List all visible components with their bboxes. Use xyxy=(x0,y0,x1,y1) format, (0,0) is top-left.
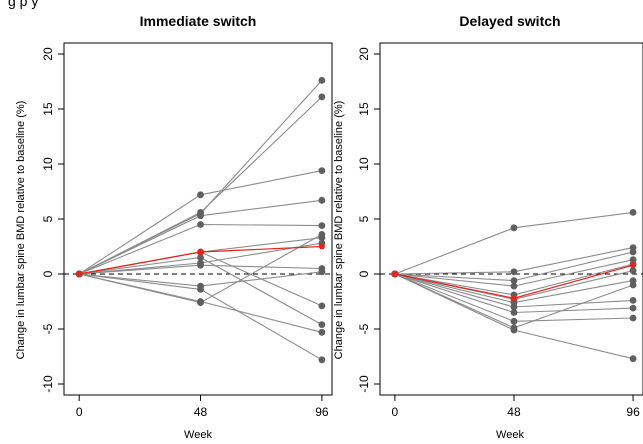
median-point-immediate xyxy=(318,243,325,250)
y-tick-label-immediate: 10 xyxy=(41,157,55,171)
series-point-delayed xyxy=(629,267,637,275)
median-point-immediate xyxy=(197,249,204,255)
series-point-delayed xyxy=(510,224,518,232)
series-point-immediate xyxy=(318,222,326,230)
series-point-immediate xyxy=(197,299,204,306)
series-point-immediate xyxy=(197,212,204,220)
series-line-immediate xyxy=(78,80,323,275)
y-tick-label-immediate: -10 xyxy=(41,375,55,393)
clipped-top-text: g p y xyxy=(8,0,38,9)
median-point-delayed xyxy=(630,262,637,269)
y-tick-label-delayed: 0 xyxy=(357,270,371,277)
series-point-delayed xyxy=(510,317,518,325)
series-point-delayed xyxy=(629,355,637,363)
series-point-delayed xyxy=(510,277,518,284)
y-tick-label-delayed: -5 xyxy=(357,323,371,334)
x-axis-label-immediate: Week xyxy=(184,429,212,441)
series-point-immediate xyxy=(197,286,204,293)
y-tick-label-immediate: 15 xyxy=(41,102,55,116)
median-point-delayed xyxy=(391,271,398,277)
panel-delayed-switch: Delayed switch Change in lumbar spine BM… xyxy=(333,13,643,441)
plot-frame-delayed xyxy=(379,42,643,396)
series-point-immediate xyxy=(318,268,326,276)
series-point-immediate xyxy=(197,254,204,261)
series-point-delayed xyxy=(510,282,518,290)
y-tick-label-delayed: 5 xyxy=(357,215,371,222)
series-point-delayed xyxy=(629,281,637,289)
series-point-immediate xyxy=(197,191,204,199)
series-point-delayed xyxy=(629,314,637,322)
series-point-immediate xyxy=(318,321,326,328)
series-point-immediate xyxy=(318,93,326,101)
series-line-immediate xyxy=(78,96,323,275)
x-tick-label-immediate: 96 xyxy=(315,405,329,419)
x-tick-label-delayed: 0 xyxy=(392,405,399,419)
series-point-delayed xyxy=(629,248,637,256)
y-tick-label-delayed: 10 xyxy=(357,157,371,171)
series-line-delayed xyxy=(394,211,634,275)
series-point-delayed xyxy=(510,268,518,276)
series-point-immediate xyxy=(318,231,326,238)
y-tick-label-immediate: 0 xyxy=(41,270,55,277)
series-point-delayed xyxy=(629,209,637,216)
y-tick-label-immediate: 20 xyxy=(41,47,55,61)
series-point-delayed xyxy=(510,309,518,316)
series-point-immediate xyxy=(197,261,204,269)
series-point-delayed xyxy=(629,304,637,312)
y-tick-label-immediate: 5 xyxy=(41,215,55,222)
panel-immediate-switch: Immediate switch Change in lumbar spine … xyxy=(15,13,333,441)
y-tick-label-immediate: -5 xyxy=(41,323,55,334)
series-line-delayed xyxy=(394,251,634,282)
panel-title-immediate: Immediate switch xyxy=(140,13,257,29)
y-tick-label-delayed: -10 xyxy=(357,375,371,393)
x-tick-label-delayed: 48 xyxy=(507,405,521,419)
x-tick-label-delayed: 96 xyxy=(626,405,640,419)
series-point-immediate xyxy=(197,221,204,228)
x-tick-label-immediate: 0 xyxy=(76,405,83,419)
x-tick-label-immediate: 48 xyxy=(194,405,208,419)
y-tick-label-delayed: 15 xyxy=(357,102,371,116)
series-point-immediate xyxy=(318,167,326,175)
series-point-immediate xyxy=(318,328,326,336)
series-point-immediate xyxy=(318,302,326,310)
panel-title-delayed: Delayed switch xyxy=(459,13,560,29)
median-point-delayed xyxy=(510,295,517,302)
series-point-immediate xyxy=(318,196,326,204)
y-tick-label-delayed: 20 xyxy=(357,47,371,61)
y-axis-label-delayed: Change in lumbar spine BMD relative to b… xyxy=(333,101,345,360)
series-point-immediate xyxy=(318,356,326,364)
series-point-delayed xyxy=(510,326,518,334)
x-axis-label-delayed: Week xyxy=(496,429,524,441)
series-point-immediate xyxy=(318,77,326,84)
y-axis-label-immediate: Change in lumbar spine BMD relative to b… xyxy=(15,101,27,360)
series-point-delayed xyxy=(510,303,518,311)
series-point-delayed xyxy=(629,297,637,304)
median-point-immediate xyxy=(76,271,83,277)
